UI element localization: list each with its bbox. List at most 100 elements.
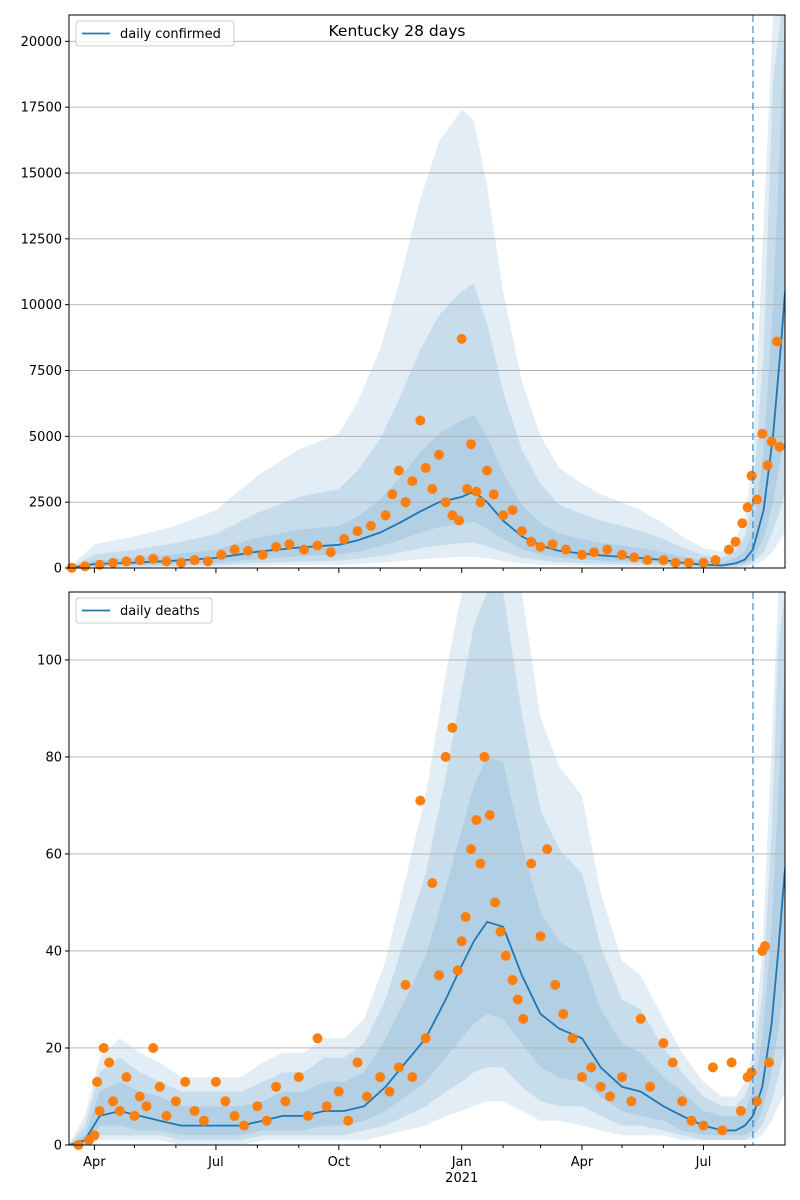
observed-point (148, 553, 159, 564)
observed-point (686, 1115, 697, 1126)
y-tick-label: 17500 (21, 101, 62, 116)
observed-point (602, 544, 613, 555)
observed-point (129, 1110, 140, 1121)
deaths-legend[interactable]: daily deaths (75, 597, 213, 624)
observed-point (547, 539, 558, 550)
observed-point (577, 1072, 587, 1083)
observed-point (707, 1062, 718, 1073)
observed-point (447, 722, 458, 733)
observed-point (170, 1096, 181, 1107)
observed-point (589, 547, 599, 558)
observed-point (774, 441, 785, 452)
observed-point (440, 751, 451, 762)
confirmed-legend-label: daily confirmed (120, 27, 221, 42)
observed-point (299, 544, 310, 555)
y-tick-label: 80 (45, 750, 62, 765)
observed-point (189, 555, 200, 566)
y-tick-label: 0 (54, 1139, 62, 1154)
observed-point (400, 497, 411, 508)
observed-point (710, 555, 721, 566)
observed-point (80, 561, 90, 572)
deaths-band-inner (69, 659, 785, 1145)
observed-point (757, 428, 768, 439)
observed-point (384, 1086, 395, 1097)
observed-point (550, 979, 561, 990)
observed-point (698, 557, 709, 568)
observed-point (567, 1033, 578, 1044)
deaths-legend-box (75, 597, 213, 624)
observed-point (303, 1110, 314, 1121)
observed-point (667, 1057, 678, 1068)
observed-point (257, 549, 268, 560)
observed-point (121, 556, 132, 567)
observed-point (586, 1062, 597, 1073)
observed-point (216, 549, 227, 560)
observed-point (434, 970, 444, 981)
observed-point (645, 1081, 656, 1092)
observed-point (121, 1072, 132, 1083)
observed-point (746, 470, 757, 481)
observed-point (577, 549, 587, 560)
observed-point (94, 559, 105, 570)
observed-point (726, 1057, 737, 1068)
observed-point (280, 1096, 291, 1107)
observed-point (558, 1009, 569, 1019)
observed-point (252, 1101, 263, 1112)
observed-point (393, 1062, 404, 1073)
observed-point (189, 1106, 200, 1116)
observed-point (393, 465, 404, 476)
observed-point (202, 556, 213, 567)
observed-point (760, 941, 770, 952)
y-tick-label: 12500 (21, 232, 62, 247)
y-tick-label: 100 (37, 653, 62, 668)
deaths-uncertainty-bands (69, 592, 785, 1145)
observed-point (460, 912, 471, 922)
confirmed-band-outer (69, 15, 785, 568)
observed-point (343, 1115, 354, 1126)
y-tick-label: 15000 (21, 167, 62, 182)
observed-point (407, 476, 418, 487)
x-tick-label: Jul (207, 1155, 224, 1170)
observed-point (456, 333, 467, 344)
observed-point (677, 1096, 688, 1107)
observed-point (352, 526, 363, 537)
observed-point (89, 1130, 100, 1141)
observed-point (542, 844, 553, 855)
observed-point (730, 536, 741, 547)
observed-point (365, 520, 376, 531)
observed-point (229, 1110, 240, 1121)
observed-point (114, 1106, 125, 1116)
observed-point (484, 810, 495, 821)
y-tick-label: 20000 (21, 35, 62, 50)
observed-point (176, 557, 187, 568)
confirmed-x-axis (93, 568, 746, 573)
observed-point (180, 1076, 191, 1087)
y-tick-label: 60 (45, 847, 62, 862)
observed-point (456, 936, 467, 947)
observed-point (698, 1120, 709, 1131)
observed-point (312, 540, 323, 551)
observed-point (454, 515, 465, 526)
observed-point (108, 1096, 119, 1107)
observed-point (154, 1081, 165, 1092)
observed-point (466, 844, 477, 855)
confirmed-legend[interactable]: daily confirmed (75, 20, 235, 47)
observed-point (447, 510, 458, 521)
x-tick-label: Oct (328, 1155, 350, 1170)
observed-point (495, 926, 506, 937)
observed-point (198, 1115, 209, 1126)
observed-point (751, 1096, 762, 1107)
observed-point (415, 415, 426, 426)
observed-point (766, 436, 777, 447)
observed-point (427, 484, 438, 494)
observed-point (518, 1013, 529, 1024)
observed-point (482, 465, 493, 476)
observed-point (271, 541, 282, 552)
observed-point (148, 1043, 159, 1053)
x-year-label: 2021 (445, 1171, 478, 1186)
observed-point (683, 557, 694, 568)
observed-point (161, 556, 172, 567)
observed-point (629, 552, 640, 563)
deaths-band-middle (69, 592, 785, 1145)
